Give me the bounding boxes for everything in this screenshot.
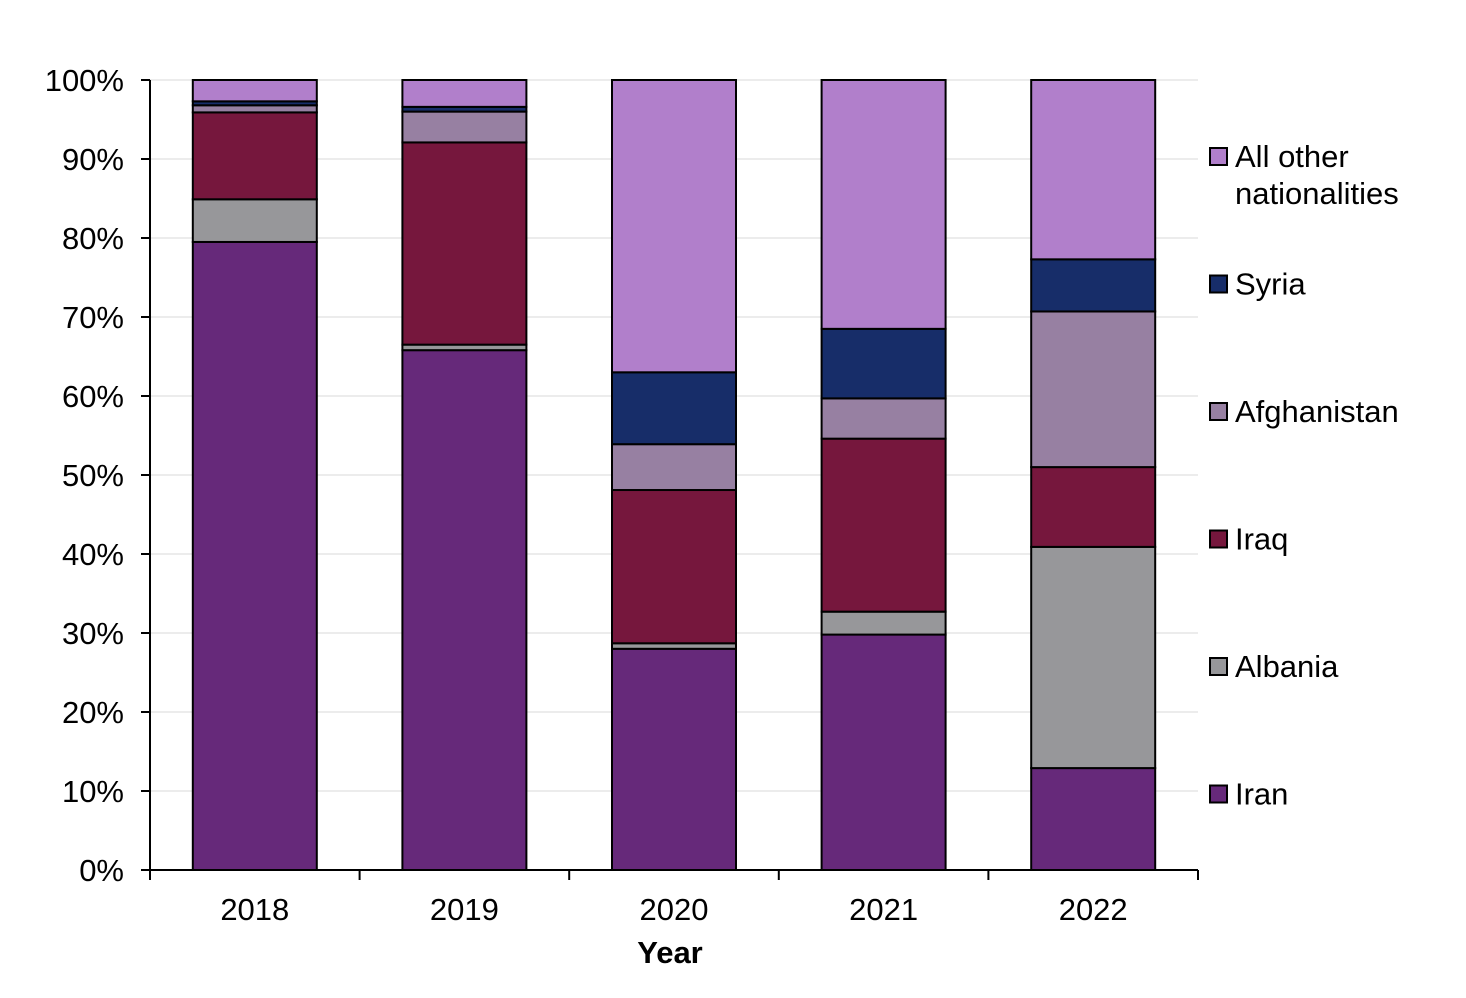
x-tick-label: 2018 bbox=[220, 892, 289, 927]
bar-segment bbox=[401, 141, 528, 346]
bar-segment bbox=[191, 240, 318, 871]
y-axis-tick-labels: 0% 10% 20% 30% 40% 50% 60% 70% 80% 90% 100% bbox=[45, 63, 124, 888]
y-tick-label: 60% bbox=[62, 379, 124, 414]
bar-segment bbox=[191, 79, 318, 103]
bar-segment bbox=[401, 79, 528, 108]
x-axis-title: Year bbox=[637, 935, 703, 970]
x-tick-label: 2022 bbox=[1059, 892, 1128, 927]
y-tick-label: 10% bbox=[62, 774, 124, 809]
bar-segment bbox=[191, 198, 318, 243]
bar-segment bbox=[1030, 79, 1157, 261]
legend-swatch bbox=[1209, 529, 1228, 549]
bar-segment bbox=[191, 104, 318, 114]
y-tick-label: 40% bbox=[62, 537, 124, 572]
legend-label: Afghanistan bbox=[1235, 394, 1399, 429]
y-tick-label: 0% bbox=[79, 853, 124, 888]
legend-label: Iraq bbox=[1235, 522, 1288, 557]
y-tick-label: 70% bbox=[62, 300, 124, 335]
bar-segment bbox=[820, 633, 947, 872]
legend-swatch bbox=[1209, 147, 1228, 166]
y-tick-label: 80% bbox=[62, 221, 124, 256]
bar-segment bbox=[1030, 545, 1157, 770]
bar-segment bbox=[401, 349, 528, 871]
legend-swatch bbox=[1209, 402, 1228, 421]
y-tick-label: 20% bbox=[62, 695, 124, 730]
legend-label: Albania bbox=[1235, 649, 1339, 684]
legend-label: Syria bbox=[1235, 267, 1306, 302]
bar-segment bbox=[1030, 767, 1157, 872]
bar-segment bbox=[611, 489, 737, 645]
bar-segment bbox=[820, 79, 947, 330]
bar-segment bbox=[611, 443, 737, 492]
bar-segment bbox=[191, 111, 318, 201]
x-axis-tick-labels: 2018 2019 2020 2021 2022 bbox=[220, 892, 1127, 927]
legend-swatch bbox=[1209, 784, 1228, 804]
legend-label: All other nationalities bbox=[1235, 139, 1399, 211]
y-tick-label: 100% bbox=[45, 63, 124, 98]
bar-segment bbox=[1030, 466, 1157, 548]
bar-segment bbox=[820, 397, 947, 440]
bar-segment bbox=[820, 437, 947, 613]
bars bbox=[191, 79, 1157, 872]
y-tick-label: 90% bbox=[62, 142, 124, 177]
bar-segment bbox=[611, 647, 737, 871]
legend-label: Iran bbox=[1235, 777, 1288, 812]
legend-swatch bbox=[1209, 274, 1228, 294]
x-tick-label: 2021 bbox=[849, 892, 918, 927]
x-tick-label: 2020 bbox=[640, 892, 709, 927]
y-tick-label: 50% bbox=[62, 458, 124, 493]
bar-segment bbox=[611, 371, 737, 446]
bar-segment bbox=[1030, 310, 1157, 469]
bar-segment bbox=[820, 327, 947, 400]
x-tick-label: 2019 bbox=[430, 892, 499, 927]
legend: All other nationalities Syria Afghanistan Ir… bbox=[1209, 139, 1399, 812]
legend-swatch bbox=[1209, 657, 1228, 676]
bar-segment bbox=[401, 110, 528, 144]
axes bbox=[141, 79, 1199, 880]
bar-segment bbox=[611, 79, 737, 374]
bar-segment bbox=[1030, 258, 1157, 313]
y-tick-label: 30% bbox=[62, 616, 124, 651]
bar-segment bbox=[820, 610, 947, 636]
